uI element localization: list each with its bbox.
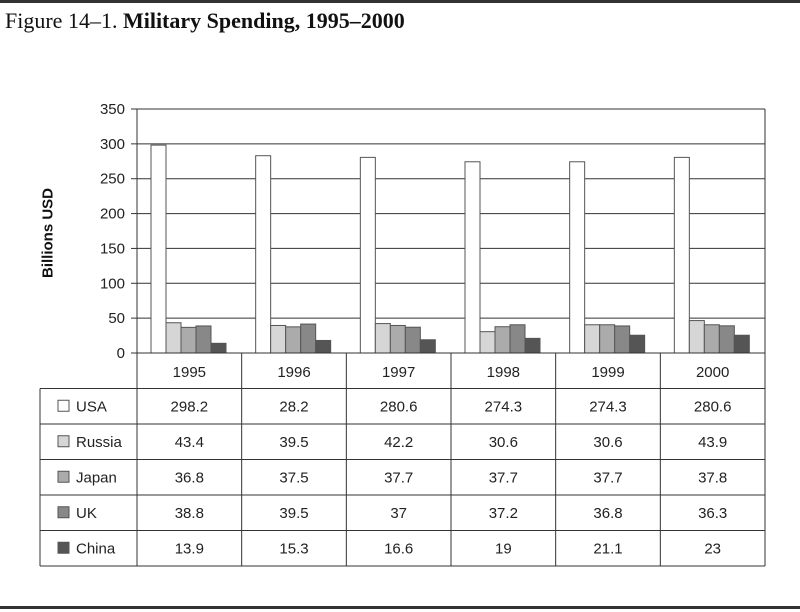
legend-swatch-usa — [57, 399, 70, 412]
x-category-label: 1997 — [382, 364, 415, 381]
legend-label: USA — [76, 398, 107, 415]
bar-japan-1998 — [494, 326, 511, 354]
legend-swatch-china — [57, 541, 70, 554]
table-cell: 274.3 — [589, 398, 627, 415]
table-cell: 37 — [390, 505, 407, 522]
bar-japan-1995 — [180, 326, 197, 354]
bar-china-1997 — [419, 339, 436, 354]
y-tick-label: 250 — [100, 171, 125, 188]
figure-label: Figure 14–1. — [5, 8, 118, 33]
legend-swatch-russia — [57, 435, 70, 448]
bar-china-1999 — [629, 334, 646, 354]
table-cell: 298.2 — [171, 398, 209, 415]
bar-china-2000 — [733, 334, 750, 354]
plot-frame — [136, 109, 766, 354]
table-cell: 37.7 — [489, 469, 518, 486]
table-cell: 280.6 — [694, 398, 732, 415]
table-cell: 37.5 — [279, 469, 308, 486]
bar-russia-1999 — [584, 324, 601, 354]
bar-usa-1998 — [464, 161, 481, 354]
bar-russia-1996 — [270, 324, 287, 354]
x-category-label: 2000 — [696, 364, 729, 381]
bar-russia-1995 — [165, 322, 182, 354]
x-category-label: 1998 — [487, 364, 520, 381]
table-cell: 39.5 — [279, 434, 308, 451]
bar-china-1996 — [315, 339, 332, 354]
x-category-label: 1996 — [277, 364, 310, 381]
y-tick-label: 100 — [100, 275, 125, 292]
table-cell: 37.7 — [593, 469, 622, 486]
table-cell: 36.8 — [175, 469, 204, 486]
bar-uk-1995 — [195, 325, 212, 354]
table-cell: 23 — [704, 540, 721, 557]
bar-uk-1996 — [300, 323, 317, 354]
legend-swatch-japan — [57, 470, 70, 483]
bar-china-1998 — [524, 337, 541, 354]
table-cell: 21.1 — [593, 540, 622, 557]
top-rule — [0, 0, 800, 3]
table-cell: 15.3 — [279, 540, 308, 557]
y-tick-label: 300 — [100, 136, 125, 153]
data-table: 1995 1996 1997 1998 1999 2000 USA 298.2 28.2 280.… — [39, 353, 766, 567]
bar-russia-2000 — [688, 320, 705, 354]
table-cell: 36.3 — [698, 505, 727, 522]
y-tick-label: 350 — [100, 101, 125, 118]
table-cell: 280.6 — [380, 398, 418, 415]
bar-uk-1997 — [404, 326, 421, 354]
y-tick-label: 150 — [100, 240, 125, 257]
bars — [150, 144, 750, 354]
table-cell: 30.6 — [489, 434, 518, 451]
legend-label: Russia — [76, 434, 123, 451]
table-cell: 42.2 — [384, 434, 413, 451]
bar-usa-1999 — [569, 161, 586, 354]
bar-uk-2000 — [718, 325, 735, 354]
bar-uk-1998 — [509, 324, 526, 354]
table-cell: 38.8 — [175, 505, 204, 522]
y-axis-ticks: 0 50 100 150 200 250 300 350 — [100, 101, 137, 362]
x-category-label: 1999 — [591, 364, 624, 381]
table-cell: 16.6 — [384, 540, 413, 557]
gridlines — [137, 108, 765, 319]
table-cell: 43.4 — [175, 434, 204, 451]
y-tick-label: 200 — [100, 206, 125, 223]
legend-swatch-uk — [57, 506, 70, 519]
bar-japan-1997 — [389, 324, 406, 354]
table-cell: 28.2 — [279, 398, 308, 415]
bar-japan-1999 — [599, 324, 616, 354]
bar-usa-2000 — [673, 156, 690, 354]
bar-uk-1999 — [614, 325, 631, 354]
bar-russia-1997 — [374, 323, 391, 354]
table-cell: 30.6 — [593, 434, 622, 451]
x-category-label: 1995 — [173, 364, 206, 381]
legend-label: UK — [76, 505, 97, 522]
y-tick-label: 50 — [108, 310, 125, 327]
y-tick-label: 0 — [117, 345, 125, 362]
figure-title-text: Military Spending, 1995–2000 — [122, 8, 405, 33]
bar-usa-1997 — [359, 156, 376, 354]
table-cell: 274.3 — [485, 398, 523, 415]
legend-label: Japan — [76, 469, 117, 486]
table-cell: 19 — [495, 540, 512, 557]
bar-usa-1996 — [255, 155, 272, 354]
bar-usa-1995 — [150, 144, 167, 354]
bar-japan-2000 — [703, 324, 720, 354]
bar-japan-1996 — [285, 326, 302, 354]
bottom-rule — [0, 606, 800, 609]
table-cell: 37.7 — [384, 469, 413, 486]
table-cell: 13.9 — [175, 540, 204, 557]
figure-title: Figure 14–1. Military Spending, 1995–200… — [5, 8, 405, 34]
table-cell: 37.2 — [489, 505, 518, 522]
table-cell: 39.5 — [279, 505, 308, 522]
bar-russia-1998 — [479, 331, 496, 354]
bar-china-1995 — [210, 342, 227, 354]
table-cell: 36.8 — [593, 505, 622, 522]
legend-label: China — [76, 540, 116, 557]
table-cell: 43.9 — [698, 434, 727, 451]
table-cell: 37.8 — [698, 469, 727, 486]
